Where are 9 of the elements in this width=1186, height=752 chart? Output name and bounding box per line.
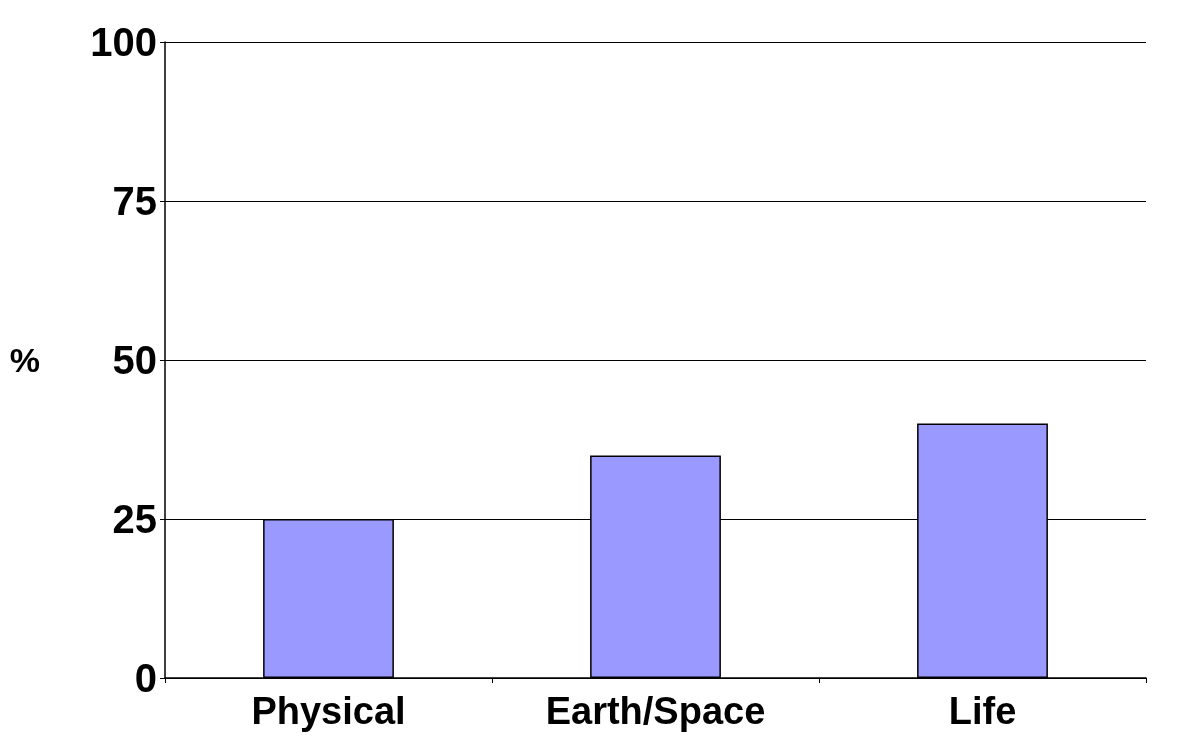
x-tick-label: Life <box>948 690 1017 732</box>
y-tick-label: 0 <box>134 656 157 700</box>
y-tick-label: 50 <box>112 338 157 382</box>
x-tick-label: Earth/Space <box>545 690 766 732</box>
x-tick-label: Physical <box>251 690 406 732</box>
y-tick-label: 100 <box>90 20 157 64</box>
y-tick-label: 75 <box>112 179 157 223</box>
y-tick-label: 25 <box>112 497 157 541</box>
y-axis-title: % <box>9 341 40 379</box>
